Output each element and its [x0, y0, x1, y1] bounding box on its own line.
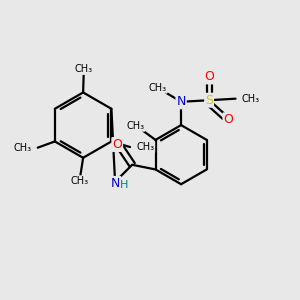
- Text: S: S: [205, 94, 213, 107]
- Text: H: H: [120, 180, 129, 190]
- Text: CH₃: CH₃: [126, 121, 144, 131]
- Text: O: O: [224, 113, 233, 126]
- Text: CH₃: CH₃: [71, 176, 89, 186]
- Text: CH₃: CH₃: [241, 94, 259, 104]
- Text: CH₃: CH₃: [14, 143, 32, 153]
- Text: O: O: [112, 138, 122, 151]
- Text: CH₃: CH₃: [75, 64, 93, 74]
- Text: CH₃: CH₃: [136, 142, 155, 152]
- Text: N: N: [111, 177, 120, 190]
- Text: CH₃: CH₃: [149, 83, 167, 93]
- Text: O: O: [204, 70, 214, 83]
- Text: N: N: [176, 95, 186, 108]
